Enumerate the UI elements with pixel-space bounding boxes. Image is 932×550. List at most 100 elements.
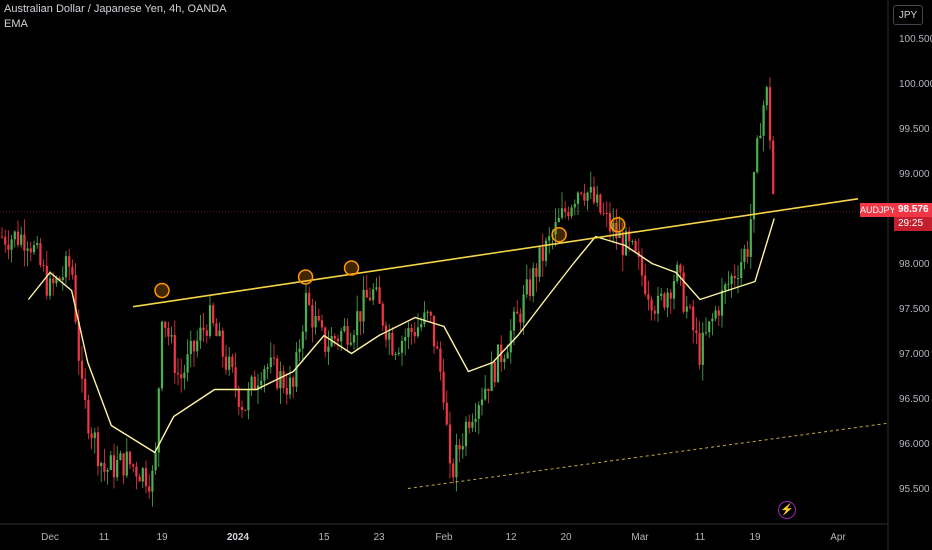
candle-body: [484, 388, 487, 400]
x-tick-label: Feb: [435, 532, 453, 543]
candle-body: [301, 331, 304, 349]
candle-body: [266, 367, 269, 369]
candle-body: [218, 330, 221, 337]
candle-body: [285, 388, 288, 395]
y-tick-label: 99.000: [899, 169, 930, 180]
x-tick-label: 23: [373, 532, 385, 543]
candle-body: [324, 327, 327, 352]
candle-body: [708, 321, 711, 333]
candle-body: [455, 444, 458, 478]
candle-body: [253, 376, 256, 391]
candle-body: [647, 294, 650, 300]
x-tick-label: 2024: [227, 532, 250, 543]
candle-body: [493, 361, 496, 383]
candle-body: [320, 320, 324, 328]
candle-body: [84, 378, 87, 401]
candle-body: [116, 459, 119, 478]
candle-body: [186, 354, 189, 373]
ema-indicator-label[interactable]: EMA: [4, 18, 28, 30]
candle-body: [170, 335, 173, 337]
candle-body: [605, 212, 608, 214]
candle-body: [759, 135, 762, 139]
candle-body: [240, 406, 244, 410]
candle-body: [544, 240, 548, 261]
candle-body: [122, 453, 125, 476]
x-tick-label: Dec: [41, 532, 59, 543]
candle-body: [228, 356, 231, 370]
candle-body: [157, 388, 160, 453]
candle-body: [464, 421, 468, 447]
candle-body: [743, 248, 746, 263]
x-tick-label: 19: [156, 532, 168, 543]
candle-body: [439, 348, 442, 372]
candle-body: [426, 311, 429, 313]
candle-body: [608, 212, 612, 232]
currency-button[interactable]: JPY: [893, 5, 923, 25]
candle-body: [525, 279, 528, 295]
candle-body: [583, 193, 586, 201]
candle-body: [215, 323, 218, 337]
trendline-support: [407, 422, 889, 489]
candle-body: [128, 451, 132, 465]
candle-body: [602, 212, 605, 214]
candle-body: [61, 277, 64, 281]
candle-body: [640, 256, 644, 276]
lightning-icon[interactable]: ⚡: [778, 501, 796, 519]
candle-body: [365, 289, 368, 298]
candle-body: [669, 292, 672, 299]
candle-body: [231, 356, 234, 368]
candle-body: [660, 293, 663, 296]
candle-body: [71, 266, 74, 276]
candle-body: [442, 371, 445, 403]
candle-body: [100, 463, 103, 467]
candle-body: [615, 222, 618, 239]
candle-body: [624, 231, 628, 256]
candle-body: [490, 361, 493, 392]
candle-body: [87, 400, 90, 434]
candle-body: [205, 330, 208, 336]
candle-body: [765, 87, 768, 106]
y-tick-label: 98.000: [899, 259, 930, 270]
price-tag-countdown: 29:25: [894, 217, 932, 231]
candle-body: [407, 327, 410, 337]
candle-body: [746, 248, 749, 257]
candle-body: [724, 284, 727, 291]
candle-body: [503, 358, 506, 362]
candle-body: [567, 212, 570, 217]
candle-body: [720, 290, 724, 316]
candle-body: [333, 335, 336, 339]
candle-body: [317, 315, 320, 321]
candle-body: [276, 358, 279, 389]
symbol-title[interactable]: Australian Dollar / Japanese Yen, 4h, OA…: [4, 3, 227, 15]
candle-body: [416, 327, 420, 337]
candle-body: [135, 466, 138, 477]
candle-body: [516, 311, 519, 314]
candle-body: [519, 313, 522, 323]
candle-body: [90, 433, 93, 439]
candle-body: [592, 186, 596, 203]
candle-body: [576, 192, 580, 204]
candle-body: [756, 138, 759, 173]
y-tick-label: 96.000: [899, 439, 930, 450]
touch-point-marker: [297, 269, 314, 285]
candle-body: [532, 268, 535, 296]
candle-body: [682, 272, 685, 312]
candle-body: [23, 234, 26, 251]
candle-body: [736, 278, 740, 280]
candle-body: [189, 340, 192, 355]
candle-body: [471, 421, 474, 428]
candle-body: [695, 330, 698, 334]
candle-body: [535, 268, 538, 277]
candle-body: [359, 311, 362, 322]
candle-body: [436, 346, 439, 349]
candle-body: [432, 315, 436, 347]
candle-body: [48, 278, 52, 296]
candle-body: [202, 327, 205, 331]
candle-body: [772, 140, 775, 194]
candle-body: [93, 432, 96, 439]
candle-body: [362, 289, 365, 322]
candle-body: [234, 367, 237, 389]
candle-body: [656, 295, 660, 314]
candle-body: [711, 318, 714, 322]
